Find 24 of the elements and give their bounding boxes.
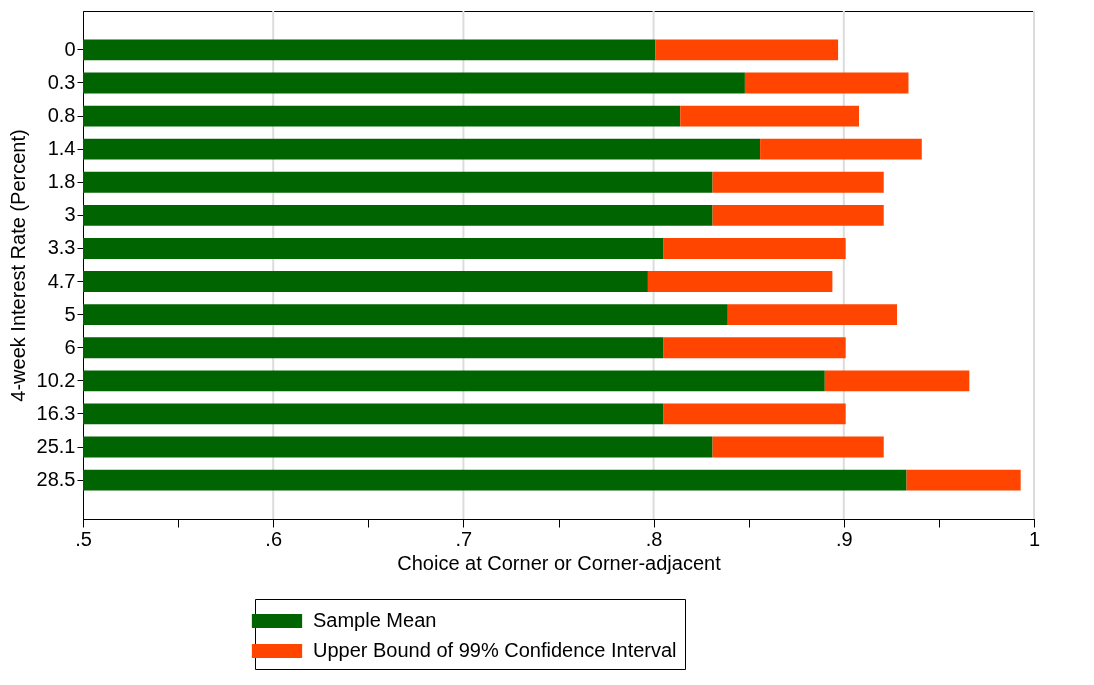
y-tick-label: 28.5 <box>36 468 76 491</box>
y-tick-label: 3 <box>64 203 76 226</box>
x-tick-label: .8 <box>645 527 663 550</box>
y-tick-label: 16.3 <box>36 401 76 424</box>
legend-label: Upper Bound of 99% Confidence Interval <box>313 639 677 661</box>
y-tick-label: 3.3 <box>47 236 76 259</box>
y-tick-label: 0.3 <box>47 70 76 93</box>
y-tick-label: 0.8 <box>47 104 76 127</box>
y-tick-label: 5 <box>64 302 76 325</box>
y-axis-title: 4-week Interest Rate (Percent) <box>6 129 29 402</box>
y-tick-label: 10.2 <box>36 368 76 391</box>
x-tick-label: .6 <box>265 527 283 550</box>
y-tick-label: 25.1 <box>36 435 76 458</box>
x-tick-label: .5 <box>75 527 92 550</box>
y-tick-label: 6 <box>64 335 76 358</box>
y-tick-label: 1.4 <box>47 137 76 160</box>
y-tick-label: 4.7 <box>47 269 76 292</box>
x-tick-label: .9 <box>835 527 853 550</box>
x-axis-title: Choice at Corner or Corner-adjacent <box>397 551 722 574</box>
y-tick-label: 1.8 <box>47 170 76 193</box>
x-tick-label: 1 <box>1028 527 1041 550</box>
legend-label: Sample Mean <box>313 609 437 631</box>
y-tick-label: 0 <box>64 37 76 60</box>
x-tick-label: .7 <box>455 527 473 550</box>
